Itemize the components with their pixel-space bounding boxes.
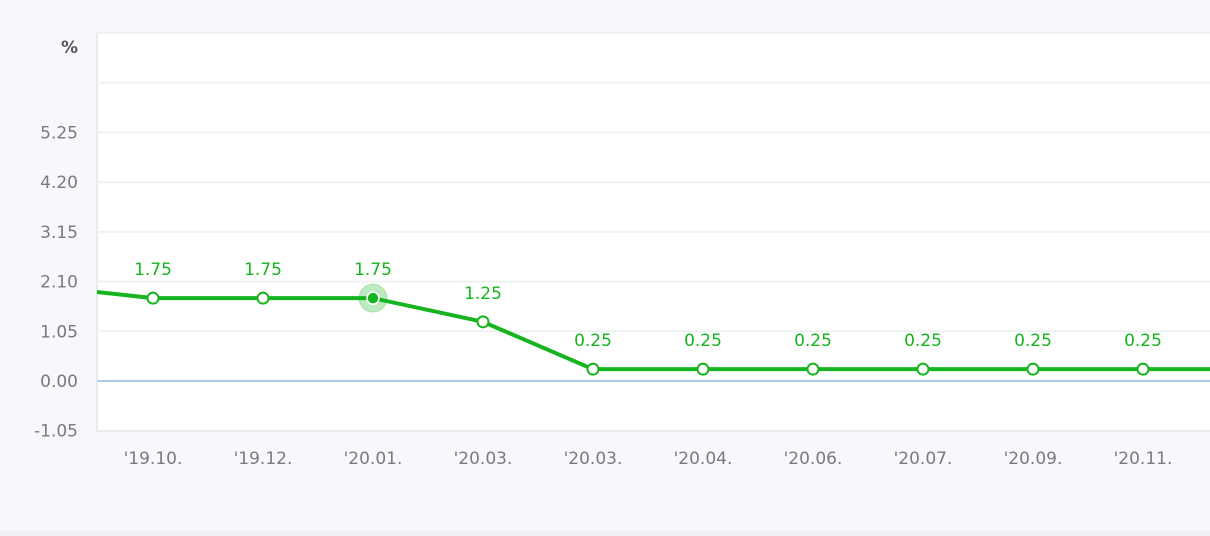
y-tick-label: 0.00 bbox=[40, 372, 78, 392]
data-point[interactable] bbox=[916, 362, 930, 376]
data-point[interactable] bbox=[696, 362, 710, 376]
y-axis-unit: % bbox=[61, 38, 78, 58]
x-tick-label: '20.03. bbox=[564, 449, 623, 469]
data-points bbox=[146, 283, 1150, 376]
data-label: 1.75 bbox=[244, 260, 282, 280]
data-labels: 1.75 1.75 1.75 1.25 0.25 0.25 0.25 0.25 0.25 0.25 bbox=[134, 260, 1162, 351]
x-tick-label: '20.11. bbox=[1114, 449, 1173, 469]
y-tick-label: 5.25 bbox=[40, 124, 78, 144]
y-axis-ticks: 5.25 4.20 3.15 2.10 1.05 0.00 -1.05 bbox=[34, 124, 78, 442]
data-label: 0.25 bbox=[904, 331, 942, 351]
y-tick-label: 2.10 bbox=[40, 273, 78, 293]
data-label: 0.25 bbox=[1014, 331, 1052, 351]
x-tick-label: '20.03. bbox=[454, 449, 513, 469]
data-label: 1.75 bbox=[134, 260, 172, 280]
data-point[interactable] bbox=[586, 362, 600, 376]
y-tick-label: -1.05 bbox=[34, 422, 78, 442]
data-point[interactable] bbox=[1026, 362, 1040, 376]
data-label: 1.25 bbox=[464, 284, 502, 304]
data-point[interactable] bbox=[146, 291, 160, 305]
data-point[interactable] bbox=[256, 291, 270, 305]
data-point[interactable] bbox=[806, 362, 820, 376]
x-axis-ticks: '19.10. '19.12. '20.01. '20.03. '20.03. '20.0… bbox=[124, 449, 1173, 469]
panel-bottom-border bbox=[0, 531, 1210, 536]
y-tick-label: 4.20 bbox=[40, 173, 78, 193]
x-tick-label: '20.04. bbox=[674, 449, 733, 469]
data-label: 0.25 bbox=[1124, 331, 1162, 351]
grid-lines bbox=[97, 81, 1210, 382]
x-tick-label: '19.10. bbox=[124, 449, 183, 469]
x-tick-label: '20.09. bbox=[1004, 449, 1063, 469]
data-label: 0.25 bbox=[684, 331, 722, 351]
x-tick-label: '20.01. bbox=[344, 449, 403, 469]
data-label: 0.25 bbox=[574, 331, 612, 351]
data-point[interactable] bbox=[1136, 362, 1150, 376]
data-point-active[interactable] bbox=[366, 291, 380, 305]
series-line bbox=[96, 290, 1210, 372]
x-tick-label: '19.12. bbox=[234, 449, 293, 469]
data-point[interactable] bbox=[476, 315, 490, 329]
y-tick-label: 3.15 bbox=[40, 223, 78, 243]
x-tick-label: '20.07. bbox=[894, 449, 953, 469]
data-label: 0.25 bbox=[794, 331, 832, 351]
y-tick-label: 1.05 bbox=[40, 322, 78, 342]
x-tick-label: '20.06. bbox=[784, 449, 843, 469]
data-label: 1.75 bbox=[354, 260, 392, 280]
